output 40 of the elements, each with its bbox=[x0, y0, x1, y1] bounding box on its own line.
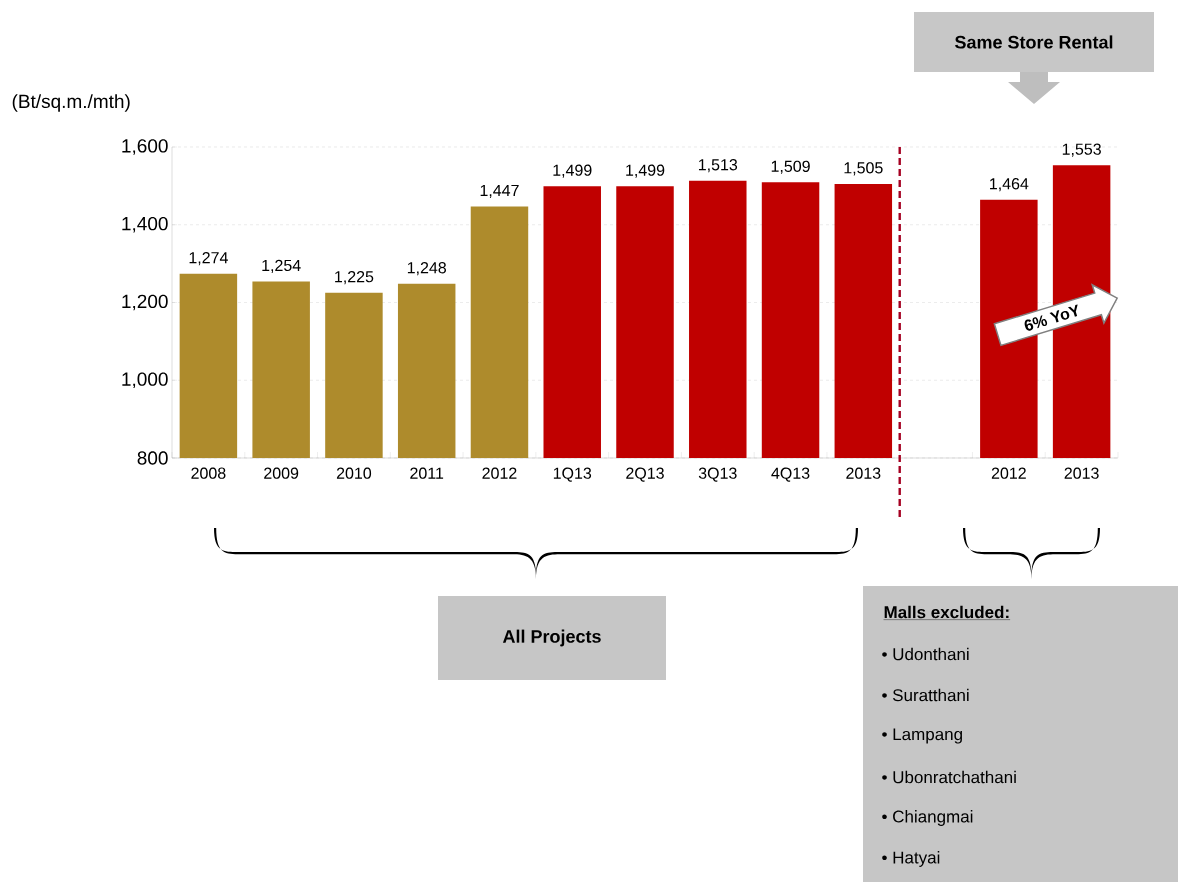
x-tick-label: 2010 bbox=[336, 467, 372, 479]
x-tick-label: 2013 bbox=[1064, 467, 1099, 479]
x-tick-label: 4Q13 bbox=[771, 467, 810, 482]
data-label: 1,225 bbox=[335, 271, 374, 285]
x-tick-label: 2009 bbox=[264, 467, 299, 479]
data-label: 1,505 bbox=[844, 162, 883, 176]
data-label: 1,464 bbox=[990, 178, 1029, 192]
text: • Udonthani bbox=[882, 647, 969, 661]
text: • Suratthani bbox=[882, 688, 969, 702]
text: All Projects bbox=[502, 629, 601, 647]
text: Same Store Rental bbox=[955, 35, 1113, 49]
y-tick-label: 1,600 bbox=[122, 139, 168, 155]
x-tick-label: 3Q13 bbox=[698, 467, 737, 482]
y-axis-title: (Bt/sq.m./mth) bbox=[12, 94, 130, 112]
data-label: 1,553 bbox=[1062, 143, 1101, 157]
text: • Ubonratchathani bbox=[882, 770, 1016, 784]
data-label: 1,447 bbox=[480, 184, 519, 198]
y-tick-label: 1,400 bbox=[122, 216, 168, 233]
y-tick-label: 800 bbox=[137, 451, 168, 465]
x-tick-label: 2013 bbox=[846, 467, 881, 479]
x-tick-label: 2011 bbox=[410, 467, 444, 479]
data-label: 1,274 bbox=[189, 251, 228, 266]
text: • Hatyai bbox=[882, 851, 940, 867]
data-label: 1,248 bbox=[407, 262, 447, 276]
data-label: 1,499 bbox=[553, 164, 592, 178]
text: • Lampang bbox=[882, 728, 962, 744]
x-tick-label: 2008 bbox=[191, 467, 226, 479]
data-label: 1,254 bbox=[262, 259, 301, 273]
text: • Chiangmai bbox=[882, 810, 973, 826]
x-tick-label: 2Q13 bbox=[626, 467, 664, 482]
data-label: 1,513 bbox=[698, 159, 738, 173]
y-tick-label: 1,200 bbox=[122, 294, 168, 311]
data-label: 1,509 bbox=[771, 160, 810, 174]
x-tick-label: 1Q13 bbox=[553, 467, 592, 482]
data-label: 1,499 bbox=[626, 164, 665, 178]
x-tick-label: 2012 bbox=[482, 467, 517, 479]
x-tick-label: 2012 bbox=[991, 467, 1026, 479]
text: Malls excluded: bbox=[884, 605, 1009, 619]
y-tick-label: 1,000 bbox=[122, 372, 168, 389]
annotation: 6% YoY bbox=[1024, 304, 1078, 331]
